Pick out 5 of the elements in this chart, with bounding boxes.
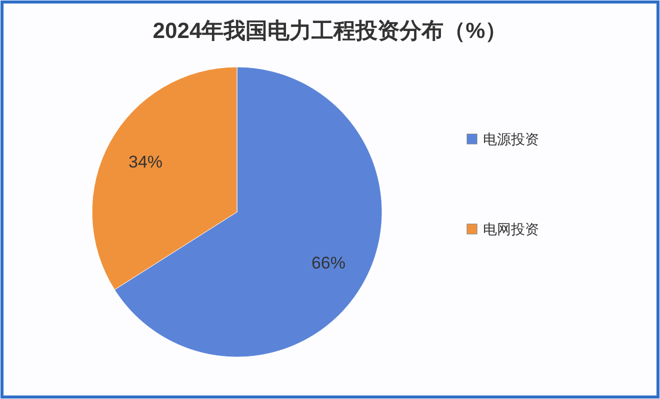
data-label: 66%	[311, 253, 346, 272]
chart-title: 2024年我国电力工程投资分布（%）	[152, 18, 508, 43]
legend-label: 电源投资	[483, 131, 539, 147]
data-label: 34%	[128, 152, 163, 172]
legend-label: 电网投资	[483, 221, 539, 237]
